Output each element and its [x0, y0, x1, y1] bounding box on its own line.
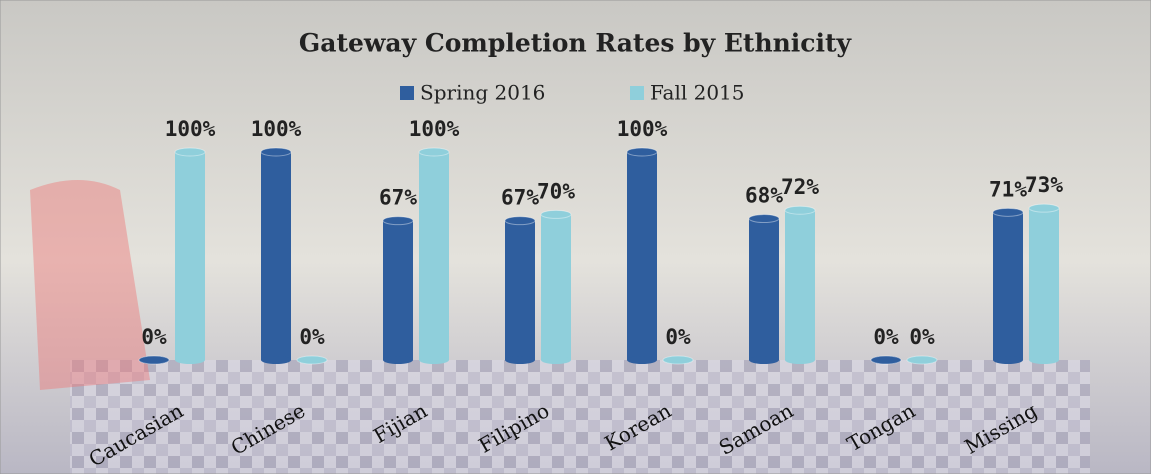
- bar-part: [138, 355, 170, 365]
- bar: [870, 355, 902, 365]
- bar: [418, 147, 450, 364]
- value-label: 72%: [781, 175, 819, 199]
- tablecloth: [70, 360, 1090, 474]
- value-label: 0%: [299, 325, 325, 349]
- bar-part: [992, 207, 1024, 217]
- bar-part: [627, 152, 657, 360]
- value-label: 71%: [989, 177, 1027, 201]
- value-label: 100%: [251, 117, 302, 141]
- bar-part: [505, 356, 535, 364]
- bar-part: [504, 216, 536, 226]
- bar: [992, 207, 1024, 364]
- value-label: 100%: [165, 117, 216, 141]
- bar-part: [296, 355, 328, 365]
- bar: [138, 355, 170, 365]
- chart-title: Gateway Completion Rates by Ethnicity: [299, 29, 853, 58]
- bar: [504, 216, 536, 364]
- bar: [1028, 203, 1060, 364]
- value-label: 0%: [141, 325, 167, 349]
- bar-part: [505, 220, 535, 360]
- bar: [748, 214, 780, 364]
- value-label: 100%: [617, 117, 668, 141]
- bar: [260, 147, 292, 364]
- bar-part: [541, 214, 571, 360]
- legend-swatch: [630, 86, 644, 100]
- photo-figure: [30, 180, 150, 390]
- legend-label: Fall 2015: [650, 81, 745, 105]
- value-label: 67%: [501, 186, 539, 210]
- bar-part: [993, 356, 1023, 364]
- bar-part: [1029, 208, 1059, 360]
- bar-part: [785, 210, 815, 360]
- bar-part: [870, 355, 902, 365]
- bar-part: [993, 212, 1023, 360]
- bar-part: [260, 147, 292, 157]
- bar: [174, 147, 206, 364]
- value-label: 70%: [537, 179, 575, 203]
- bar-part: [175, 152, 205, 360]
- bar: [662, 355, 694, 365]
- bar-part: [383, 220, 413, 360]
- bar-part: [749, 218, 779, 360]
- bar-part: [540, 209, 572, 219]
- bar: [296, 355, 328, 365]
- bar-part: [419, 152, 449, 360]
- bar-part: [175, 356, 205, 364]
- bar-part: [626, 147, 658, 157]
- value-label: 73%: [1025, 173, 1063, 197]
- value-label: 0%: [873, 325, 899, 349]
- bar-part: [748, 214, 780, 224]
- bar-part: [1029, 356, 1059, 364]
- bar-part: [906, 355, 938, 365]
- bar-part: [1028, 203, 1060, 213]
- bar-part: [785, 356, 815, 364]
- bar-part: [174, 147, 206, 157]
- value-label: 67%: [379, 186, 417, 210]
- bar-part: [418, 147, 450, 157]
- legend-swatch: [400, 86, 414, 100]
- bar-part: [261, 356, 291, 364]
- value-label: 68%: [745, 184, 783, 208]
- value-label: 0%: [909, 325, 935, 349]
- bar: [382, 216, 414, 364]
- bar-part: [261, 152, 291, 360]
- bar-part: [784, 205, 816, 215]
- bar: [540, 209, 572, 364]
- bar-part: [383, 356, 413, 364]
- bar: [626, 147, 658, 364]
- bar-part: [662, 355, 694, 365]
- bar-part: [419, 356, 449, 364]
- value-label: 0%: [665, 325, 691, 349]
- bar: [784, 205, 816, 364]
- bar: [906, 355, 938, 365]
- value-label: 100%: [409, 117, 460, 141]
- bar-part: [541, 356, 571, 364]
- bar-part: [749, 356, 779, 364]
- legend-label: Spring 2016: [420, 81, 545, 105]
- bar-part: [382, 216, 414, 226]
- bar-part: [627, 356, 657, 364]
